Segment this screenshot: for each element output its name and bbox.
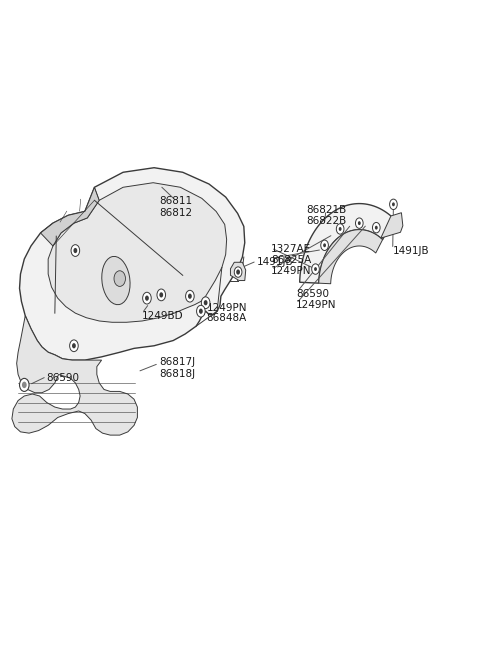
Circle shape [22,382,27,388]
Circle shape [188,293,192,299]
Circle shape [321,240,328,250]
Text: 86590: 86590 [296,290,329,299]
Circle shape [186,290,194,302]
Circle shape [70,340,78,352]
Polygon shape [48,183,227,322]
Text: 1249BD: 1249BD [142,310,184,321]
Circle shape [159,292,163,297]
Circle shape [358,221,361,225]
Circle shape [323,243,326,247]
Circle shape [72,343,76,348]
Text: 1249PN: 1249PN [206,303,247,313]
Circle shape [197,305,205,317]
Circle shape [236,269,240,274]
Text: 86811
86812: 86811 86812 [159,196,192,217]
Circle shape [339,227,342,231]
Polygon shape [12,316,137,435]
Circle shape [73,248,77,253]
Polygon shape [381,213,403,238]
Polygon shape [40,187,99,246]
Text: 1491JB: 1491JB [393,246,429,255]
Circle shape [375,226,378,230]
Text: 86825A: 86825A [271,255,311,265]
Text: 86590: 86590 [47,373,80,383]
Text: 86848A: 86848A [206,313,247,324]
Circle shape [199,309,203,314]
Circle shape [314,267,317,271]
Polygon shape [300,204,394,283]
Circle shape [312,264,319,274]
Circle shape [71,245,80,256]
Text: 86821B
86822B: 86821B 86822B [306,204,346,226]
Circle shape [20,379,29,392]
Circle shape [392,202,395,206]
Polygon shape [20,168,245,360]
Polygon shape [230,262,246,280]
Circle shape [143,292,151,304]
Circle shape [336,224,344,234]
Text: 1249PN: 1249PN [296,301,337,310]
Text: 1249PN: 1249PN [271,266,312,276]
Circle shape [157,289,166,301]
Circle shape [201,297,210,309]
Circle shape [390,199,397,210]
Circle shape [114,271,125,286]
Ellipse shape [102,256,130,305]
Circle shape [204,300,207,305]
Circle shape [372,223,380,233]
Text: 1491JB: 1491JB [257,257,293,267]
Text: 86817J
86818J: 86817J 86818J [159,357,195,379]
Polygon shape [319,230,383,284]
Circle shape [145,295,149,301]
Text: 1327AE: 1327AE [271,244,311,254]
Circle shape [234,267,242,277]
Circle shape [356,218,363,229]
